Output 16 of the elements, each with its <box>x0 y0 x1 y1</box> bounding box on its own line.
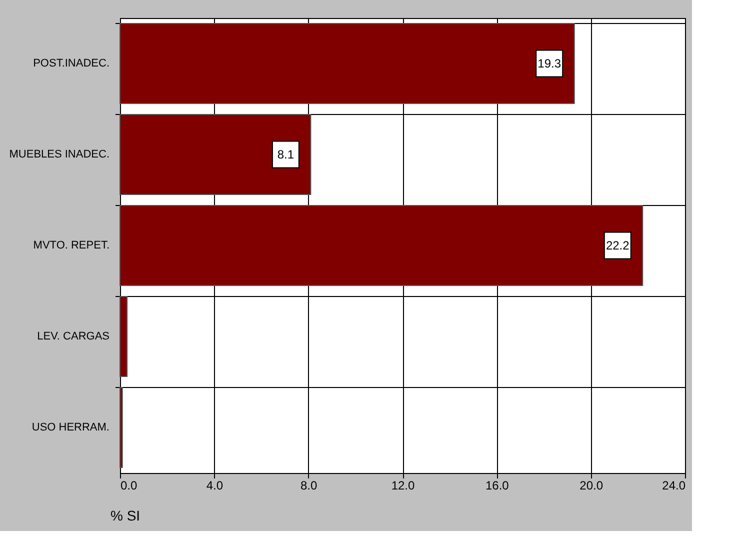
y-tick-label: LEV. CARGAS <box>37 330 110 342</box>
x-tick-label: 16.0 <box>485 478 510 492</box>
y-tick-label: USO HERRAM. <box>32 422 110 434</box>
y-tick-label: POST.INADEC. <box>33 58 110 70</box>
x-axis-title: % SI <box>110 508 140 524</box>
data-label: 19.3 <box>538 56 562 70</box>
y-tick-label: MVTO. REPET. <box>33 240 110 252</box>
x-tick-label: 12.0 <box>391 478 415 492</box>
x-tick-label: 24.0 <box>662 478 686 492</box>
y-tick-label: MUEBLES INADEC. <box>9 148 110 160</box>
x-tick-label: 4.0 <box>206 478 224 492</box>
data-label: 8.1 <box>277 148 294 162</box>
data-label: 22.2 <box>606 238 630 252</box>
x-tick-label: 20.0 <box>580 478 604 492</box>
x-tick-label: 0.0 <box>120 478 138 492</box>
x-tick-label: 8.0 <box>300 478 318 492</box>
